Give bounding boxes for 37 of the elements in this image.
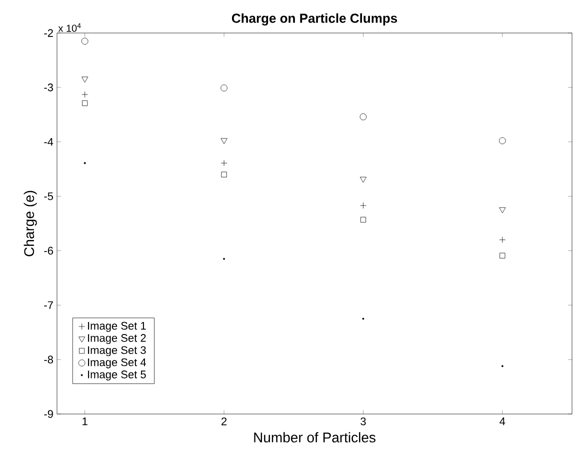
point <box>499 207 506 214</box>
y-tick-label: -9 <box>44 410 53 418</box>
point <box>221 172 227 178</box>
point <box>220 84 228 92</box>
y-tick-label: -4 <box>44 138 54 146</box>
point <box>360 216 366 222</box>
point <box>220 138 228 144</box>
chart-title: Charge on Particle Clumps <box>232 13 398 26</box>
y-tick-label: -2 <box>44 29 53 37</box>
point <box>360 113 367 120</box>
point <box>360 202 366 209</box>
x-tick-label: 2 <box>222 418 227 426</box>
legend-label: Image Set 5 <box>88 370 146 381</box>
point <box>81 38 88 45</box>
point <box>82 91 88 98</box>
legend-label: Image Set 1 <box>88 322 146 332</box>
x-tick-label: 4 <box>500 418 506 426</box>
y-axis-title: Charge (e) <box>24 190 37 256</box>
point <box>499 137 506 144</box>
legend-label: Image Set 2 <box>88 334 146 344</box>
y-tick-label: -5 <box>44 192 54 200</box>
y-tick-label: -6 <box>44 246 54 255</box>
point <box>82 76 88 83</box>
point <box>220 160 228 166</box>
text: x 10$^{4}$ <box>58 23 81 32</box>
point <box>82 100 88 106</box>
point <box>360 176 367 183</box>
y-tick-label: -3 <box>44 84 54 92</box>
x-axis-title: Number of Particles <box>254 432 376 442</box>
x-tick-label: 3 <box>360 418 366 426</box>
x-tick-label: 1 <box>82 418 88 426</box>
point <box>500 252 506 258</box>
y-tick-label: -8 <box>44 356 54 364</box>
y-tick-label: -7 <box>44 301 53 309</box>
legend-label: Image Set 3 <box>88 346 146 356</box>
legend-label: Image Set 4 <box>88 358 146 368</box>
point <box>499 236 506 244</box>
